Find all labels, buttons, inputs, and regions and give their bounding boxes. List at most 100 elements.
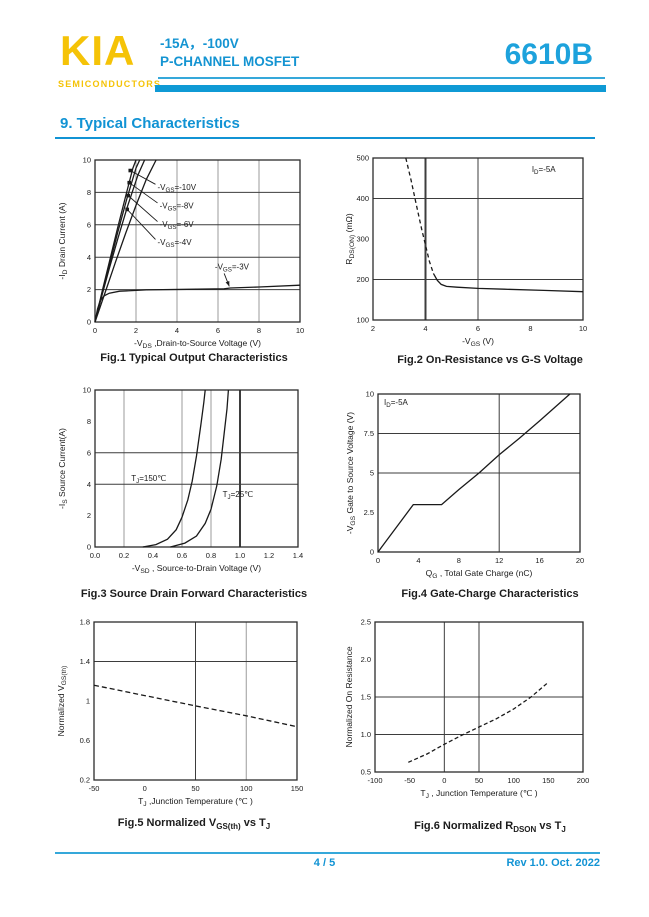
svg-text:RDS(ON) (mΩ): RDS(ON) (mΩ) <box>344 213 356 265</box>
svg-text:0.2: 0.2 <box>119 551 129 560</box>
svg-text:TJ ,Junction Temperature (℃ ): TJ ,Junction Temperature (℃ ) <box>138 796 253 808</box>
svg-text:-IS Source Current(A): -IS Source Current(A) <box>57 428 69 509</box>
svg-text:8: 8 <box>528 324 532 333</box>
caption-fig5: Fig.5 Normalized VGS(th) vs TJ <box>117 817 271 832</box>
svg-text:10: 10 <box>296 326 304 335</box>
svg-text:-VDS ,Drain-to-Source Voltage: -VDS ,Drain-to-Source Voltage (V) <box>134 338 261 350</box>
svg-text:100: 100 <box>240 784 253 793</box>
svg-text:QG , Total Gate Charge (nC): QG , Total Gate Charge (nC) <box>426 568 533 580</box>
svg-text:-VGS=-6V: -VGS=-6V <box>160 220 195 231</box>
page-number: 4 / 5 <box>313 857 336 869</box>
chart-normalized-rdson-vs-tj: -100 -50 0 50 100 150 200 0.5 1.0 1.5 2.0 2.5 TJ , J… <box>340 612 640 810</box>
svg-text:0: 0 <box>442 776 446 785</box>
svg-text:1.2: 1.2 <box>264 551 274 560</box>
svg-text:2: 2 <box>87 285 91 294</box>
caption-fig2: Fig.2 On-Resistance vs G-S Voltage <box>397 354 583 366</box>
svg-text:0: 0 <box>370 548 374 557</box>
chart-typical-output-characteristics: -VGS=-10V -VGS=-8V -VGS=-6V -VGS=-4V -VGS=-3… <box>48 150 340 350</box>
svg-text:ID=-5A: ID=-5A <box>532 165 556 176</box>
svg-text:5: 5 <box>370 469 374 478</box>
device-ratings: -15A，-100V P-CHANNEL MOSFET <box>160 35 299 70</box>
svg-text:0.6: 0.6 <box>80 736 90 745</box>
footer-rule <box>55 852 600 854</box>
svg-text:1.8: 1.8 <box>80 618 90 627</box>
svg-text:-VGS=-3V: -VGS=-3V <box>215 262 250 273</box>
svg-text:4: 4 <box>416 556 420 565</box>
svg-text:200: 200 <box>356 275 369 284</box>
figure-on-resistance-vs-gs-voltage: ID=-5A 2 4 6 8 10 100 200 300 400 500 -VGS (V) RDS(O… <box>340 150 640 366</box>
chart-gate-charge-characteristics: ID=-5A 0 4 8 12 16 20 0 2.5 5 7.5 10 QG , Total Gate… <box>340 382 640 586</box>
svg-text:4: 4 <box>423 324 427 333</box>
svg-text:1.5: 1.5 <box>361 693 371 702</box>
svg-text:0: 0 <box>143 784 147 793</box>
section-title-underline <box>55 137 595 139</box>
svg-text:200: 200 <box>577 776 590 785</box>
svg-text:12: 12 <box>495 556 503 565</box>
chart-on-resistance-vs-gs-voltage: ID=-5A 2 4 6 8 10 100 200 300 400 500 -VGS (V) RDS(O… <box>340 150 640 350</box>
figure-normalized-rdson-vs-tj: -100 -50 0 50 100 150 200 0.5 1.0 1.5 2.0 2.5 TJ , J… <box>340 612 640 835</box>
svg-text:10: 10 <box>579 324 587 333</box>
svg-text:0.8: 0.8 <box>206 551 216 560</box>
svg-text:-VSD , Source-to-Drain Voltage: -VSD , Source-to-Drain Voltage (V) <box>132 563 261 575</box>
svg-text:0: 0 <box>87 543 91 552</box>
svg-text:TJ=150℃: TJ=150℃ <box>131 474 166 485</box>
svg-text:0.6: 0.6 <box>177 551 187 560</box>
svg-text:TJ , Junction Temperature (℃ ): TJ , Junction Temperature (℃ ) <box>420 788 537 800</box>
svg-text:1.0: 1.0 <box>235 551 245 560</box>
caption-fig1: Fig.1 Typical Output Characteristics <box>100 352 288 364</box>
svg-text:0: 0 <box>376 556 380 565</box>
svg-text:500: 500 <box>356 154 369 163</box>
rating-line-2: P-CHANNEL MOSFET <box>160 53 300 69</box>
svg-text:0.4: 0.4 <box>148 551 158 560</box>
svg-text:2.0: 2.0 <box>361 655 371 664</box>
svg-text:20: 20 <box>576 556 584 565</box>
figure-gate-charge-characteristics: ID=-5A 0 4 8 12 16 20 0 2.5 5 7.5 10 QG , Total Gate… <box>340 382 640 600</box>
svg-text:10: 10 <box>83 386 91 395</box>
revision-label: Rev 1.0. Oct. 2022 <box>506 857 600 869</box>
svg-text:150: 150 <box>542 776 555 785</box>
svg-text:1.4: 1.4 <box>80 657 90 666</box>
svg-text:-50: -50 <box>404 776 415 785</box>
svg-text:-50: -50 <box>89 784 100 793</box>
svg-text:6: 6 <box>476 324 480 333</box>
svg-text:2.5: 2.5 <box>364 508 374 517</box>
svg-text:1.4: 1.4 <box>293 551 303 560</box>
svg-text:-VGS=-4V: -VGS=-4V <box>158 238 193 249</box>
svg-text:2.5: 2.5 <box>361 618 371 627</box>
chart-normalized-vgsth-vs-tj: -50 0 50 100 150 0.2 0.6 1 1.4 1.8 TJ ,Junction Te… <box>48 612 340 816</box>
svg-text:ID=-5A: ID=-5A <box>384 398 408 409</box>
figure-source-drain-forward-characteristics: TJ=150℃ TJ=25℃ 0.0 0.2 0.4 0.6 0.8 1.0 1.2 1.4 0 2 4… <box>48 382 340 600</box>
header-rule-thick <box>155 85 606 92</box>
svg-text:TJ=25℃: TJ=25℃ <box>223 490 254 501</box>
svg-text:-VGS (V): -VGS (V) <box>462 336 494 348</box>
section-title: 9. Typical Characteristics <box>60 115 240 132</box>
svg-text:7.5: 7.5 <box>364 429 374 438</box>
svg-text:8: 8 <box>257 326 261 335</box>
svg-text:2: 2 <box>134 326 138 335</box>
svg-text:-100: -100 <box>367 776 382 785</box>
svg-text:100: 100 <box>507 776 520 785</box>
svg-text:1.0: 1.0 <box>361 730 371 739</box>
figure-normalized-vgsth-vs-tj: -50 0 50 100 150 0.2 0.6 1 1.4 1.8 TJ ,Junction Te… <box>48 612 340 832</box>
svg-text:0.5: 0.5 <box>361 768 371 777</box>
svg-text:10: 10 <box>83 156 91 165</box>
svg-text:0.2: 0.2 <box>80 776 90 785</box>
svg-text:-ID Drain Current (A): -ID Drain Current (A) <box>57 202 69 279</box>
svg-text:400: 400 <box>356 194 369 203</box>
svg-text:6: 6 <box>87 448 91 457</box>
svg-text:2: 2 <box>371 324 375 333</box>
caption-fig3: Fig.3 Source Drain Forward Characteristi… <box>80 588 308 600</box>
svg-text:Normalized On Resistance: Normalized On Resistance <box>344 646 354 747</box>
svg-text:50: 50 <box>191 784 199 793</box>
figure-typical-output-characteristics: -VGS=-10V -VGS=-8V -VGS=-6V -VGS=-4V -VGS=-3… <box>48 150 340 364</box>
header-rule-thin <box>158 77 605 79</box>
caption-fig4: Fig.4 Gate-Charge Characteristics <box>401 588 579 600</box>
svg-text:1: 1 <box>86 697 90 706</box>
svg-text:4: 4 <box>87 480 91 489</box>
svg-text:0.0: 0.0 <box>90 551 100 560</box>
caption-fig6: Fig.6 Normalized RDSON vs TJ <box>414 820 566 835</box>
svg-text:10: 10 <box>366 390 374 399</box>
svg-text:16: 16 <box>535 556 543 565</box>
svg-text:-VGS Gate to Source Voltage (: -VGS Gate to Source Voltage (V) <box>345 412 357 534</box>
